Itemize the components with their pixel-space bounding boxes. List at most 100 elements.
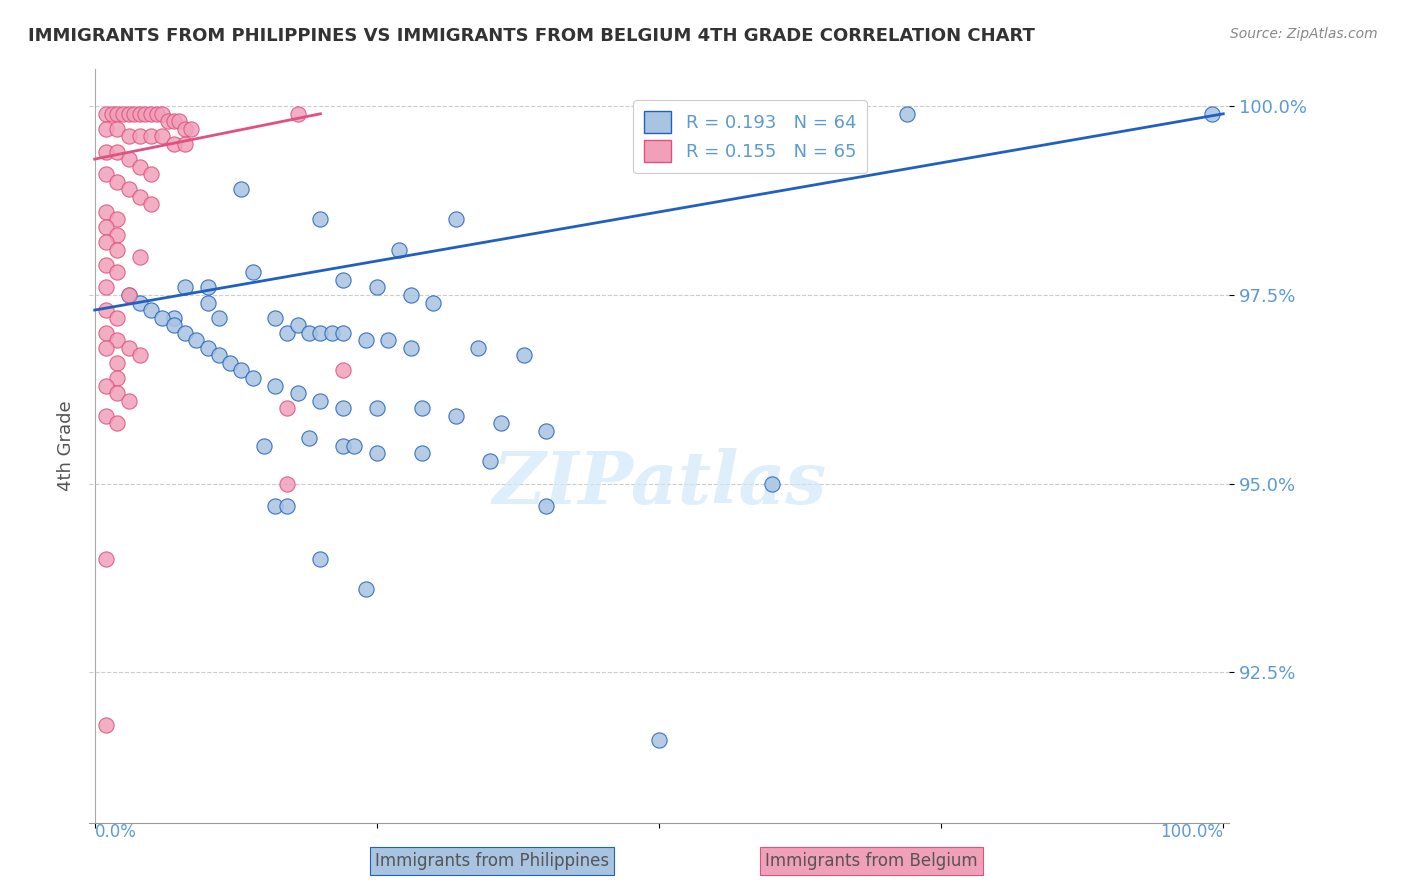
Point xyxy=(128,129,150,144)
Point xyxy=(231,182,253,196)
Point xyxy=(105,417,128,431)
Point xyxy=(105,175,128,189)
Point xyxy=(174,280,197,294)
Point xyxy=(152,310,174,325)
Text: ZIPatlas: ZIPatlas xyxy=(492,448,827,519)
Point xyxy=(287,107,309,121)
Point xyxy=(276,500,298,514)
Point xyxy=(105,265,128,279)
Point xyxy=(94,409,117,423)
Point xyxy=(117,288,139,302)
Point xyxy=(117,107,139,121)
Point xyxy=(122,107,145,121)
Point xyxy=(186,333,208,347)
Point xyxy=(105,356,128,370)
Point xyxy=(105,145,128,159)
Legend: R = 0.193   N = 64, R = 0.155   N = 65: R = 0.193 N = 64, R = 0.155 N = 65 xyxy=(633,100,868,173)
Point xyxy=(422,295,444,310)
Point xyxy=(94,341,117,355)
Point xyxy=(208,310,231,325)
Point xyxy=(105,310,128,325)
Point xyxy=(105,227,128,242)
Point xyxy=(366,280,388,294)
Text: Immigrants from Philippines: Immigrants from Philippines xyxy=(375,852,609,870)
Point xyxy=(94,258,117,272)
Point xyxy=(94,220,117,235)
Point xyxy=(399,288,422,302)
Point xyxy=(276,326,298,340)
Point xyxy=(253,439,276,453)
Point xyxy=(534,424,557,438)
Point xyxy=(94,145,117,159)
Text: Source: ZipAtlas.com: Source: ZipAtlas.com xyxy=(1230,27,1378,41)
Point xyxy=(105,122,128,136)
Point xyxy=(309,326,332,340)
Point xyxy=(264,500,287,514)
Point xyxy=(117,129,139,144)
Point xyxy=(94,167,117,181)
Point xyxy=(276,476,298,491)
Y-axis label: 4th Grade: 4th Grade xyxy=(58,401,75,491)
Point xyxy=(343,439,366,453)
Point xyxy=(287,318,309,333)
Point xyxy=(242,265,264,279)
Point xyxy=(444,409,467,423)
Point xyxy=(534,500,557,514)
Point xyxy=(163,310,186,325)
Point xyxy=(180,122,202,136)
Point xyxy=(309,552,332,566)
Point xyxy=(105,107,128,121)
Point xyxy=(139,107,162,121)
Point xyxy=(197,295,219,310)
Point xyxy=(94,122,117,136)
Point xyxy=(388,243,411,257)
Point xyxy=(377,333,399,347)
Point xyxy=(94,205,117,219)
Point xyxy=(174,326,197,340)
Point xyxy=(399,341,422,355)
Point xyxy=(264,378,287,392)
Point xyxy=(896,107,918,121)
Point xyxy=(157,114,180,128)
Point xyxy=(197,280,219,294)
Point xyxy=(231,363,253,377)
Point xyxy=(411,401,433,416)
Point xyxy=(174,136,197,151)
Point xyxy=(94,552,117,566)
Point xyxy=(139,167,162,181)
Point xyxy=(94,303,117,318)
Point xyxy=(117,152,139,166)
Point xyxy=(134,107,156,121)
Point xyxy=(197,341,219,355)
Point xyxy=(242,371,264,385)
Point xyxy=(512,348,534,362)
Point xyxy=(332,401,354,416)
Point xyxy=(264,310,287,325)
Point xyxy=(1201,107,1223,121)
Point xyxy=(94,280,117,294)
Point xyxy=(105,212,128,227)
Point xyxy=(117,182,139,196)
Point xyxy=(321,326,343,340)
Text: 100.0%: 100.0% xyxy=(1160,823,1223,841)
Point xyxy=(117,393,139,408)
Point xyxy=(411,446,433,460)
Point xyxy=(128,295,150,310)
Point xyxy=(332,273,354,287)
Point xyxy=(489,417,512,431)
Point xyxy=(105,371,128,385)
Point xyxy=(128,250,150,264)
Point xyxy=(478,454,501,468)
Point xyxy=(169,114,191,128)
Point xyxy=(105,386,128,401)
Point xyxy=(332,439,354,453)
Point xyxy=(648,733,671,747)
Point xyxy=(309,212,332,227)
Point xyxy=(152,129,174,144)
Point xyxy=(111,107,134,121)
Point xyxy=(105,243,128,257)
Point xyxy=(309,393,332,408)
Point xyxy=(163,114,186,128)
Point xyxy=(105,333,128,347)
Point xyxy=(276,401,298,416)
